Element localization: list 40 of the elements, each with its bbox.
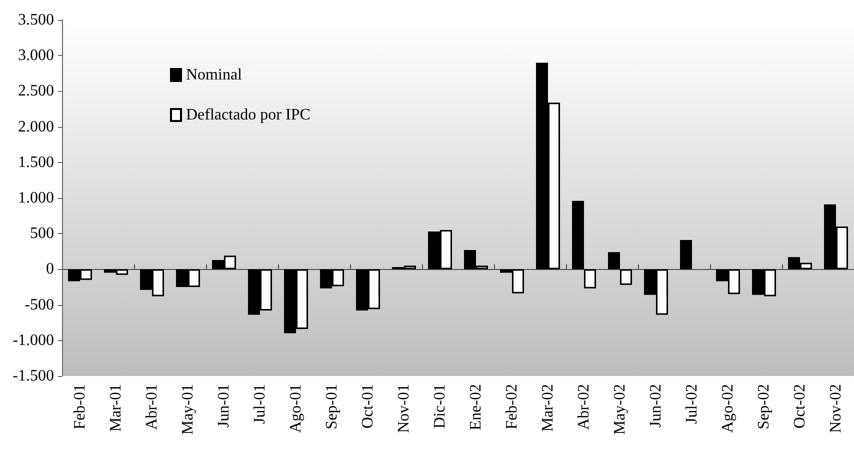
x-tick-label: Oct-02	[792, 384, 808, 428]
legend-label: Nominal	[186, 66, 243, 84]
y-tick-label: -500	[24, 296, 54, 314]
legend-label: Deflactado por IPC	[186, 106, 310, 124]
x-tick-label: Nov-01	[396, 384, 412, 433]
x-tick-label: Ago-02	[720, 384, 736, 433]
y-tick-label: 3.000	[18, 47, 54, 64]
x-tick-label: Jun-01	[216, 384, 232, 428]
y-tick-label: 1.500	[18, 154, 54, 171]
x-tick-label: Jul-02	[684, 384, 700, 424]
x-tick-label: Abr-01	[144, 384, 160, 430]
y-tick-label: 2.500	[18, 82, 54, 100]
x-tick-label: Feb-02	[504, 384, 520, 430]
x-tick-label: Mar-01	[108, 384, 124, 432]
x-tick-label: Abr-02	[576, 384, 592, 430]
y-tick-label: -1.500	[12, 368, 54, 384]
x-tick-label: Ene-02	[468, 384, 484, 430]
bar	[680, 240, 692, 270]
x-tick-label: Nov-02	[828, 384, 844, 433]
x-tick-label: Sep-02	[756, 384, 772, 430]
x-tick-label: Jun-02	[648, 384, 664, 428]
bar	[608, 252, 620, 270]
bar	[572, 200, 584, 270]
x-tick-label: Dic-01	[432, 384, 448, 428]
x-tick-label: Mar-02	[540, 384, 556, 432]
x-tick-label: Jul-01	[252, 384, 268, 424]
y-tick-label: -1.000	[12, 332, 54, 349]
bar	[584, 269, 596, 288]
y-tick-label: 2.000	[18, 118, 54, 136]
y-tick-label: 1.000	[18, 190, 54, 206]
x-tick-label: May-02	[612, 384, 628, 435]
x-tick-label: Sep-01	[324, 384, 340, 430]
x-tick-label: Oct-01	[360, 384, 376, 428]
x-tick-label: Feb-01	[72, 384, 88, 430]
x-tick-label: Ago-01	[288, 384, 304, 433]
y-tick-label: 500	[30, 225, 54, 242]
y-tick-label: 3.500	[18, 12, 54, 28]
bar	[620, 269, 632, 285]
y-tick-label: 0	[46, 260, 54, 278]
x-tick-label: May-01	[180, 384, 196, 435]
